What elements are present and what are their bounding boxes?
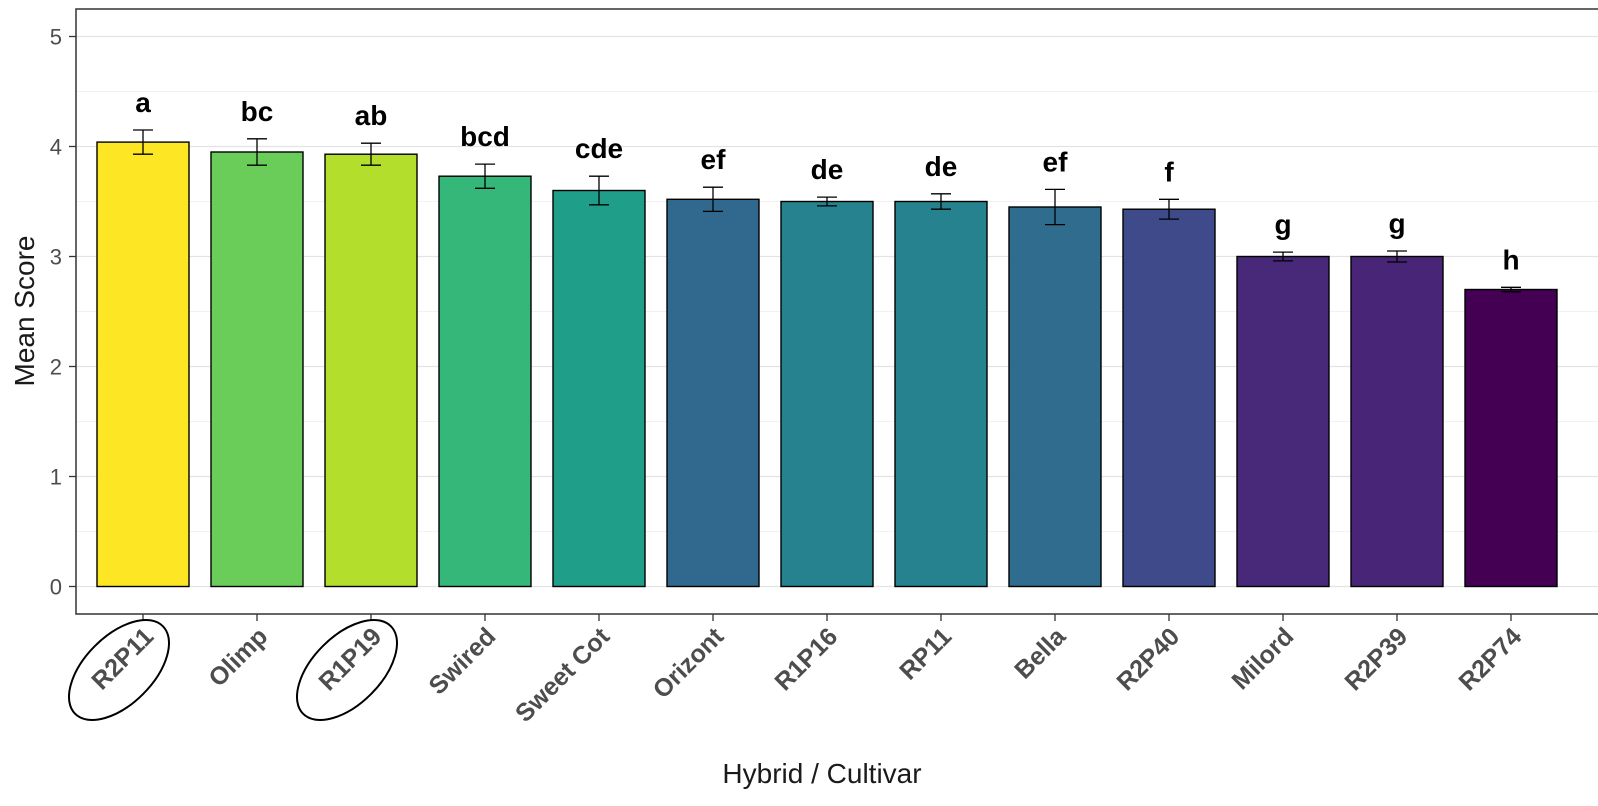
error-bar	[817, 196, 837, 207]
y-tick-label: 2	[50, 355, 62, 380]
error-bar	[247, 138, 267, 166]
bar-bella	[1008, 206, 1102, 588]
y-axis-title: Mean Score	[9, 236, 40, 387]
significance-letter: ef	[1043, 146, 1069, 177]
error-bar	[703, 186, 723, 213]
significance-letter: de	[811, 154, 844, 185]
x-tick-label: R1P19	[313, 622, 387, 696]
bar-milord	[1236, 255, 1330, 588]
significance-letter: de	[925, 151, 958, 182]
x-tick-label: Swired	[423, 622, 501, 700]
y-tick-label: 5	[50, 25, 62, 50]
error-bar	[133, 129, 153, 155]
significance-letter: g	[1274, 209, 1291, 240]
bar-r2p74	[1464, 288, 1558, 588]
error-bar	[1387, 250, 1407, 263]
y-tick-label: 1	[50, 465, 62, 490]
panel-border	[75, 8, 1598, 615]
significance-letter: bc	[241, 96, 274, 127]
bar-olimp	[210, 151, 304, 588]
x-tick-label: RP11	[894, 622, 957, 685]
y-tick-label: 0	[50, 575, 62, 600]
bars	[96, 141, 1558, 588]
bar-rp11	[894, 200, 988, 588]
y-axis: 0 1 2 3 4 5	[50, 25, 76, 600]
bar-r1p16	[780, 200, 874, 588]
highlight-ellipse	[68, 619, 170, 721]
highlight-ellipse	[296, 619, 398, 721]
x-tick-label: R1P16	[769, 622, 843, 696]
error-bar	[475, 163, 495, 189]
significance-letters: a bc ab bcd cde ef de de ef f g g h	[135, 87, 1519, 275]
x-tick-label: Olimp	[203, 622, 273, 692]
error-bar	[1159, 198, 1179, 220]
x-tick-label: Milord	[1226, 622, 1299, 695]
error-bar	[361, 142, 381, 166]
error-bar	[589, 175, 609, 206]
significance-letter: h	[1502, 244, 1519, 275]
bar-swired	[438, 175, 532, 588]
bar-sweet-cot	[552, 189, 646, 588]
x-tick-label: Bella	[1009, 622, 1072, 685]
error-bar	[1273, 251, 1293, 262]
bar-r1p19	[324, 153, 418, 588]
significance-letter: a	[135, 87, 151, 118]
y-tick-label: 4	[50, 135, 62, 160]
x-tick-label: Sweet Cot	[510, 622, 616, 728]
y-tick-label: 3	[50, 245, 62, 270]
bar-r2p11	[96, 141, 190, 588]
significance-letter: g	[1388, 208, 1405, 239]
x-tick-label: R2P74	[1453, 622, 1527, 696]
x-axis-title: Hybrid / Cultivar	[722, 758, 921, 789]
error-bar	[1501, 286, 1521, 293]
x-tick-label: R2P11	[86, 622, 159, 695]
bar-r2p40	[1122, 208, 1216, 588]
error-bars	[133, 129, 1521, 293]
x-axis: R2P11 Olimp R1P19 Swired Sweet Cot Orizont R1P…	[68, 614, 1527, 728]
error-bar	[1045, 188, 1065, 226]
x-tick-label: R2P40	[1111, 622, 1185, 696]
bar-r2p39	[1350, 255, 1444, 588]
significance-letter: cde	[575, 133, 623, 164]
bar-orizont	[666, 198, 760, 588]
significance-letter: ab	[355, 100, 388, 131]
x-tick-label: R2P39	[1339, 622, 1413, 696]
significance-letter: f	[1164, 156, 1174, 187]
x-tick-label: Orizont	[648, 622, 730, 704]
error-bar	[931, 193, 951, 210]
significance-letter: ef	[701, 144, 727, 175]
significance-letter: bcd	[460, 121, 510, 152]
